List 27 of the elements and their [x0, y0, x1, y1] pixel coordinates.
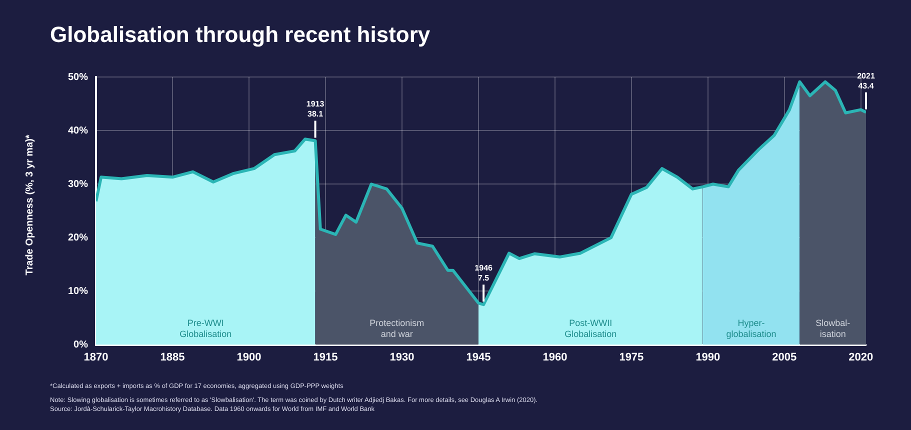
x-tick-label: 1960 — [542, 351, 568, 364]
y-tick-label: 0% — [74, 340, 88, 351]
x-tick-label: 2005 — [772, 351, 797, 364]
x-tick-label: 1885 — [160, 351, 185, 364]
x-tick-label: 2020 — [848, 351, 874, 364]
y-tick-label: 10% — [68, 286, 88, 297]
y-tick-label: 40% — [68, 125, 88, 136]
y-tick-label: 30% — [68, 178, 88, 190]
x-tick-label: 1915 — [313, 351, 338, 364]
y-tick-label: 50% — [68, 72, 88, 83]
annotation: Protectionism and war — [370, 318, 424, 339]
x-tick-label: 1930 — [390, 351, 414, 364]
annotation: 2021 43.4 — [857, 71, 876, 90]
annotation: 1913 38.1 — [306, 100, 325, 119]
y-axis-title: Trade Openness (%, 3 yr ma)* — [24, 134, 36, 276]
x-tick-label: 1990 — [696, 351, 720, 364]
x-tick-label: 1870 — [84, 351, 108, 364]
annotation: Hyper- globalisation — [726, 318, 776, 339]
x-tick-label: 1975 — [619, 351, 644, 364]
chart-title: Globalisation through recent history — [50, 22, 430, 48]
annotation: Slowbal- isation — [816, 318, 850, 339]
x-tick-label: 1945 — [466, 351, 491, 364]
x-tick-label: 1900 — [236, 351, 262, 364]
y-tick-label: 20% — [68, 232, 88, 244]
annotation: Pre-WWI Globalisation — [180, 318, 232, 339]
annotation: Post-WWII Globalisation — [564, 318, 617, 339]
annotation: 1946 7.5 — [474, 264, 494, 283]
